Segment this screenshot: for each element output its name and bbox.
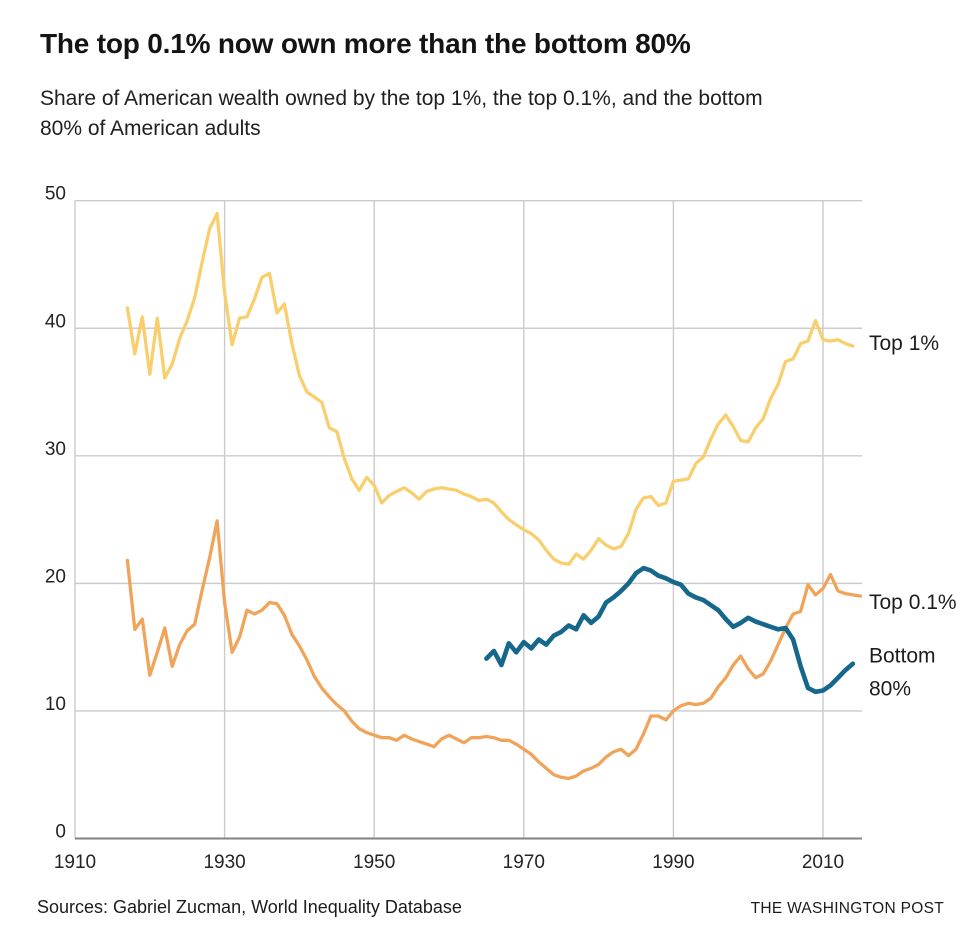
- series-line-top-0-1: [125, 519, 863, 781]
- y-tick-label-40: 40: [45, 311, 66, 332]
- x-tick-label-2010: 2010: [802, 852, 844, 873]
- chart-title: The top 0.1% now own more than the botto…: [40, 28, 691, 59]
- x-tick-label-1930: 1930: [203, 852, 245, 873]
- chart-subtitle-line1: Share of American wealth owned by the to…: [40, 87, 763, 110]
- publisher-wordmark: THE WASHINGTON POST: [750, 900, 944, 917]
- y-tick-label-20: 20: [45, 566, 66, 587]
- series-label-top-0-1: Top 0.1%: [869, 591, 957, 614]
- series-label-bottom-80: Bottom 80%: [869, 645, 936, 701]
- y-tick-label-30: 30: [45, 439, 66, 460]
- x-tick-label-1910: 1910: [54, 852, 96, 873]
- series-line-bottom-80: [484, 565, 856, 695]
- x-tick-label-1970: 1970: [503, 852, 545, 873]
- chart-subtitle-line2: 80% of American adults: [40, 117, 261, 140]
- x-tick-label-1990: 1990: [652, 852, 694, 873]
- x-tick-label-1950: 1950: [353, 852, 395, 873]
- source-note: Sources: Gabriel Zucman, World Inequalit…: [37, 897, 462, 917]
- y-tick-label-50: 50: [45, 184, 66, 205]
- y-tick-label-0: 0: [55, 822, 66, 843]
- series-line-top-1: [125, 211, 855, 566]
- chart-subtitle: Share of American wealth owned by the to…: [40, 84, 763, 144]
- series-label-top-1: Top 1%: [869, 332, 939, 355]
- y-tick-label-10: 10: [45, 694, 66, 715]
